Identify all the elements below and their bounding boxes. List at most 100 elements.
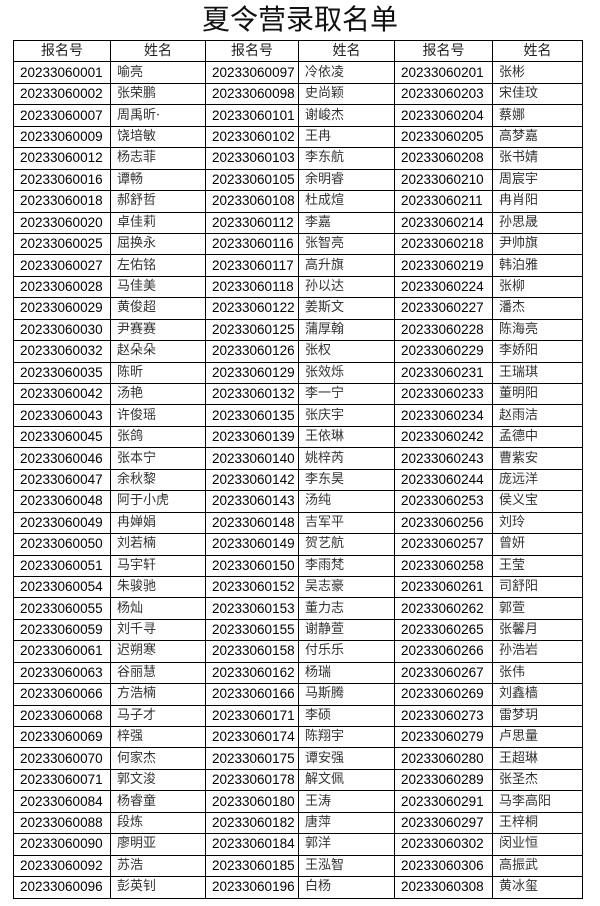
name-cell: 孟德中 xyxy=(492,425,583,449)
registration-number-cell: 20233060261 xyxy=(394,575,493,599)
name-cell: 喻亮 xyxy=(110,61,206,84)
registration-number-cell: 20233060302 xyxy=(394,833,493,856)
name-cell: 何家杰 xyxy=(110,747,206,770)
name-cell: 马李高阳 xyxy=(492,790,583,813)
name-cell: 马子才 xyxy=(110,704,206,728)
registration-number-cell: 20233060096 xyxy=(13,876,111,899)
table-row: 20233060002 张荣鹏 20233060098 史尚颖 20233060203 宋… xyxy=(13,82,583,106)
registration-number-cell: 20233060035 xyxy=(13,361,111,385)
name-cell: 王莹 xyxy=(492,554,583,577)
registration-number-cell: 20233060158 xyxy=(205,640,299,663)
name-cell: 蔡娜 xyxy=(492,104,583,127)
registration-number-cell: 20233060105 xyxy=(205,168,299,192)
name-cell: 李一宁 xyxy=(298,382,395,406)
name-cell: 刘若楠 xyxy=(110,533,206,556)
registration-number-cell: 20233060205 xyxy=(394,125,493,149)
registration-number-cell: 20233060148 xyxy=(205,511,299,535)
name-cell: 王涛 xyxy=(298,790,395,813)
table-row: 20233060088 段炼 20233060182 唐萍 20233060297 王梓桐 xyxy=(13,811,583,835)
registration-number-cell: 20233060070 xyxy=(13,747,111,770)
registration-number-cell: 20233060007 xyxy=(13,104,111,127)
registration-number-cell: 20233060029 xyxy=(13,297,111,320)
name-cell: 王依琳 xyxy=(298,425,395,449)
name-cell: 屈换永 xyxy=(110,232,206,256)
registration-number-cell: 20233060025 xyxy=(13,232,111,256)
table-row: 20233060018 郝舒哲 20233060108 杜成煊 20233060211 冉… xyxy=(13,190,583,213)
registration-number-cell: 20233060203 xyxy=(394,82,493,106)
table-row: 20233060007 周禹昕· 20233060101 谢峻杰 20233060204… xyxy=(13,104,583,127)
name-cell: 冉婵娟 xyxy=(110,511,206,535)
table-row: 20233060027 左佑铭 20233060117 高升旗 20233060219 韩… xyxy=(13,254,583,277)
name-cell: 刘玲 xyxy=(492,511,583,535)
registration-number-cell: 20233060049 xyxy=(13,511,111,535)
registration-number-cell: 20233060152 xyxy=(205,575,299,599)
table-row: 20233060009 饶培敏 20233060102 王冉 20233060205 高梦… xyxy=(13,125,583,149)
table-row: 20233060046 张本宁 20233060140 姚梓芮 20233060243 曹… xyxy=(13,447,583,470)
registration-number-cell: 20233060208 xyxy=(394,147,493,170)
registration-number-cell: 20233060229 xyxy=(394,340,493,363)
registration-number-cell: 20233060149 xyxy=(205,533,299,556)
table-row: 20233060061 迟朔寒 20233060158 付乐乐 20233060266 孙… xyxy=(13,640,583,663)
name-cell: 谢峻杰 xyxy=(298,104,395,127)
name-cell: 唐萍 xyxy=(298,811,395,835)
registration-number-cell: 20233060228 xyxy=(394,318,493,342)
name-cell: 王超琳 xyxy=(492,747,583,770)
registration-number-cell: 20233060174 xyxy=(205,725,299,749)
registration-number-cell: 20233060055 xyxy=(13,597,111,620)
header-name: 姓名 xyxy=(298,39,395,63)
table-row: 20233060028 马佳美 20233060118 孙以达 20233060224 张… xyxy=(13,275,583,299)
name-cell: 李雨梵 xyxy=(298,554,395,577)
name-cell: 余明睿 xyxy=(298,168,395,192)
name-cell: 余秋黎 xyxy=(110,468,206,492)
name-cell: 蒲厚翰 xyxy=(298,318,395,342)
registration-number-cell: 20233060125 xyxy=(205,318,299,342)
name-cell: 谭畅 xyxy=(110,168,206,192)
registration-number-cell: 20233060084 xyxy=(13,790,111,813)
table-row: 20233060070 何家杰 20233060175 谭安强 20233060280 王… xyxy=(13,747,583,770)
registration-number-cell: 20233060126 xyxy=(205,340,299,363)
name-cell: 卓佳莉 xyxy=(110,211,206,234)
name-cell: 杜成煊 xyxy=(298,190,395,213)
name-cell: 汤纯 xyxy=(298,490,395,513)
registration-number-cell: 20233060050 xyxy=(13,533,111,556)
registration-number-cell: 20233060122 xyxy=(205,297,299,320)
name-cell: 陈翔宇 xyxy=(298,725,395,749)
registration-number-cell: 20233060143 xyxy=(205,490,299,513)
name-cell: 尹帅旗 xyxy=(492,232,583,256)
name-cell: 王梓桐 xyxy=(492,811,583,835)
registration-number-cell: 20233060234 xyxy=(394,404,493,427)
table-row: 20233060032 赵朵朵 20233060126 张权 20233060229 李娇… xyxy=(13,340,583,363)
registration-number-cell: 20233060219 xyxy=(394,254,493,277)
name-cell: 李娇阳 xyxy=(492,340,583,363)
table-row: 20233060050 刘若楠 20233060149 贺艺航 20233060257 曾… xyxy=(13,533,583,556)
name-cell: 张伟 xyxy=(492,661,583,685)
name-cell: 苏浩 xyxy=(110,854,206,878)
name-cell: 高振武 xyxy=(492,854,583,878)
registration-number-cell: 20233060002 xyxy=(13,82,111,106)
name-cell: 马斯腾 xyxy=(298,683,395,706)
name-cell: 饶培敏 xyxy=(110,125,206,149)
registration-number-cell: 20233060175 xyxy=(205,747,299,770)
name-cell: 孙浩岩 xyxy=(492,640,583,663)
registration-number-cell: 20233060291 xyxy=(394,790,493,813)
registration-number-cell: 20233060289 xyxy=(394,768,493,792)
name-cell: 杨志菲 xyxy=(110,147,206,170)
name-cell: 董明阳 xyxy=(492,382,583,406)
registration-number-cell: 20233060233 xyxy=(394,382,493,406)
registration-number-cell: 20233060059 xyxy=(13,618,111,642)
registration-number-cell: 20233060273 xyxy=(394,704,493,728)
registration-number-cell: 20233060043 xyxy=(13,404,111,427)
table-row: 20233060025 屈换永 20233060116 张智亮 20233060218 尹… xyxy=(13,232,583,256)
name-cell: 司舒阳 xyxy=(492,575,583,599)
name-cell: 谢静萱 xyxy=(298,618,395,642)
registration-number-cell: 20233060253 xyxy=(394,490,493,513)
name-cell: 张荣鹏 xyxy=(110,82,206,106)
name-cell: 彭英钊 xyxy=(110,876,206,899)
table-row: 20233060051 马宇轩 20233060150 李雨梵 20233060258 王… xyxy=(13,554,583,577)
name-cell: 陈昕 xyxy=(110,361,206,385)
name-cell: 张本宁 xyxy=(110,447,206,470)
registration-number-cell: 20233060258 xyxy=(394,554,493,577)
name-cell: 尹赛赛 xyxy=(110,318,206,342)
name-cell: 孙思晟 xyxy=(492,211,583,234)
registration-number-cell: 20233060108 xyxy=(205,190,299,213)
